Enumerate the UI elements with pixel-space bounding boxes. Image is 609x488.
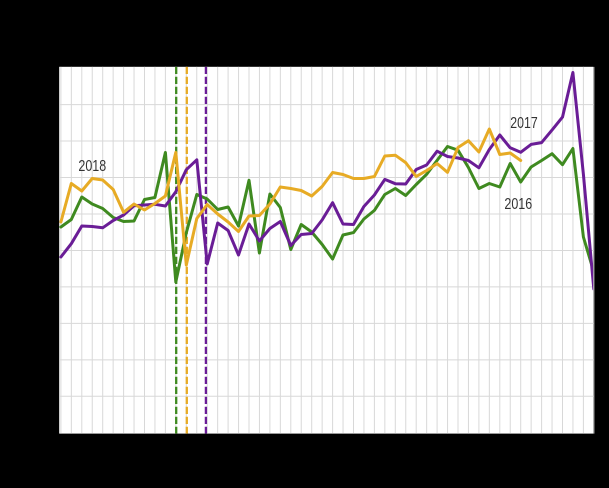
svg-text:2016: 2016 xyxy=(504,196,532,213)
svg-text:2018: 2018 xyxy=(78,158,106,175)
svg-text:2017: 2017 xyxy=(510,115,537,132)
